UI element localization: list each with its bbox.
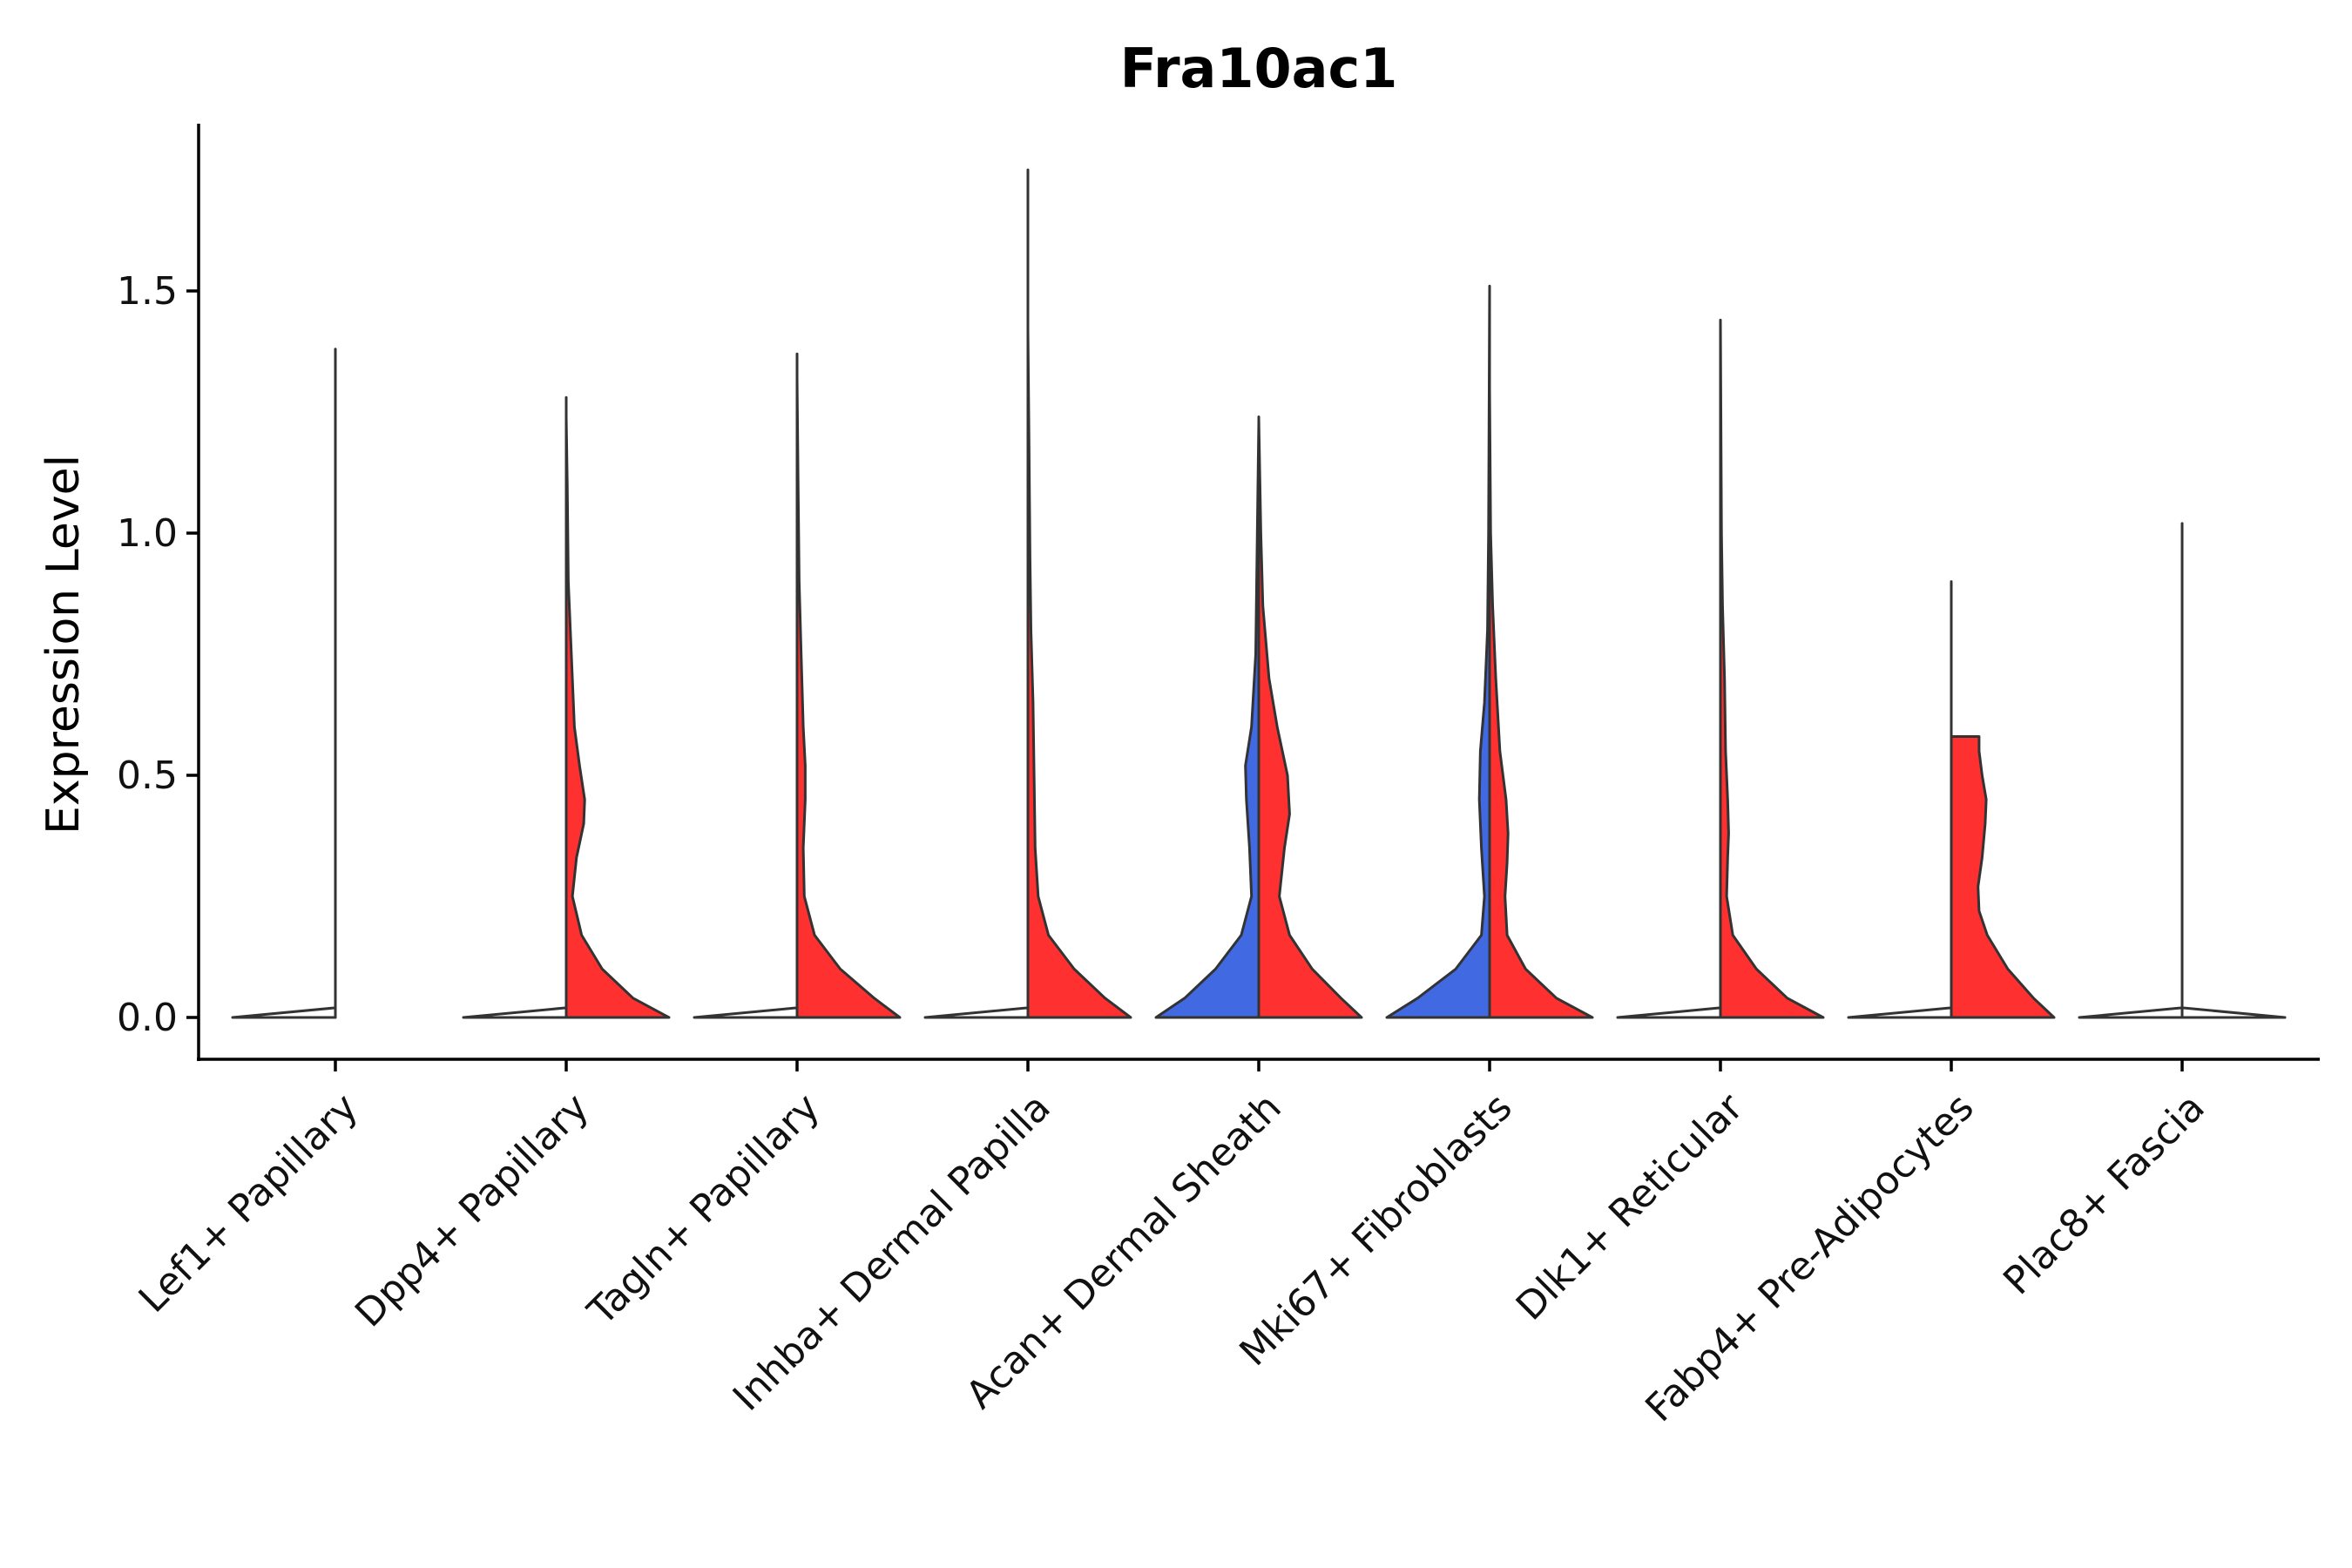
violin-half (1616, 372, 1722, 1019)
violin-half (2078, 522, 2184, 1019)
violin-half (1950, 735, 2056, 1019)
violin-half (1257, 416, 1363, 1019)
x-category-label: Tagln+ Papillary (579, 1085, 828, 1335)
violin-half (231, 348, 337, 1019)
y-tick-label: 0.0 (117, 996, 178, 1040)
y-axis-label: Expression Level (37, 455, 90, 835)
x-category-label: Dlk1+ Reticular (1508, 1085, 1753, 1329)
violin-half (1385, 284, 1491, 1019)
violin-half (795, 376, 902, 1019)
y-ticks: 0.0 0.5 1.0 1.5 (117, 269, 199, 1040)
chart-title: Fra10ac1 (1120, 37, 1398, 100)
violin-half (1026, 328, 1132, 1019)
x-category-label: Lef1+ Papillary (131, 1085, 367, 1321)
x-category-label: Dpp4+ Papillary (347, 1085, 598, 1336)
y-tick-label: 1.5 (117, 269, 178, 314)
violin-half (1154, 420, 1260, 1019)
violins-layer (231, 168, 2287, 1019)
x-category-label: Plac8+ Fascia (1995, 1085, 2213, 1304)
violin-half (923, 168, 1030, 1019)
violin-half (2180, 565, 2287, 1019)
violin-half (693, 352, 799, 1019)
y-tick-label: 1.0 (117, 511, 178, 556)
y-tick-label: 0.5 (117, 754, 178, 798)
violin-half (1488, 386, 1594, 1019)
violin-half (564, 416, 671, 1019)
violin-half (462, 395, 568, 1019)
violin-half (1847, 580, 1953, 1019)
violin-half (1719, 318, 1825, 1019)
